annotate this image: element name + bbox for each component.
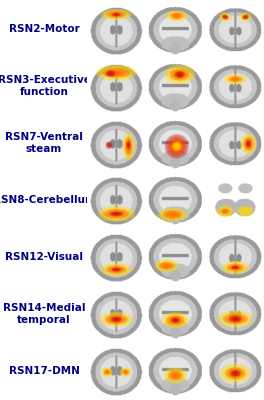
Text: RSN7-Ventral
steam: RSN7-Ventral steam xyxy=(5,132,83,154)
Text: RSN17-DMN: RSN17-DMN xyxy=(8,366,79,376)
Text: RSN14-Medial
temporal: RSN14-Medial temporal xyxy=(3,303,85,324)
Text: RSN8-Cerebellum: RSN8-Cerebellum xyxy=(0,195,95,205)
Text: RSN3-Executive
function: RSN3-Executive function xyxy=(0,76,90,97)
Text: RSN2-Motor: RSN2-Motor xyxy=(9,24,79,34)
Text: RSN12-Visual: RSN12-Visual xyxy=(5,252,83,262)
